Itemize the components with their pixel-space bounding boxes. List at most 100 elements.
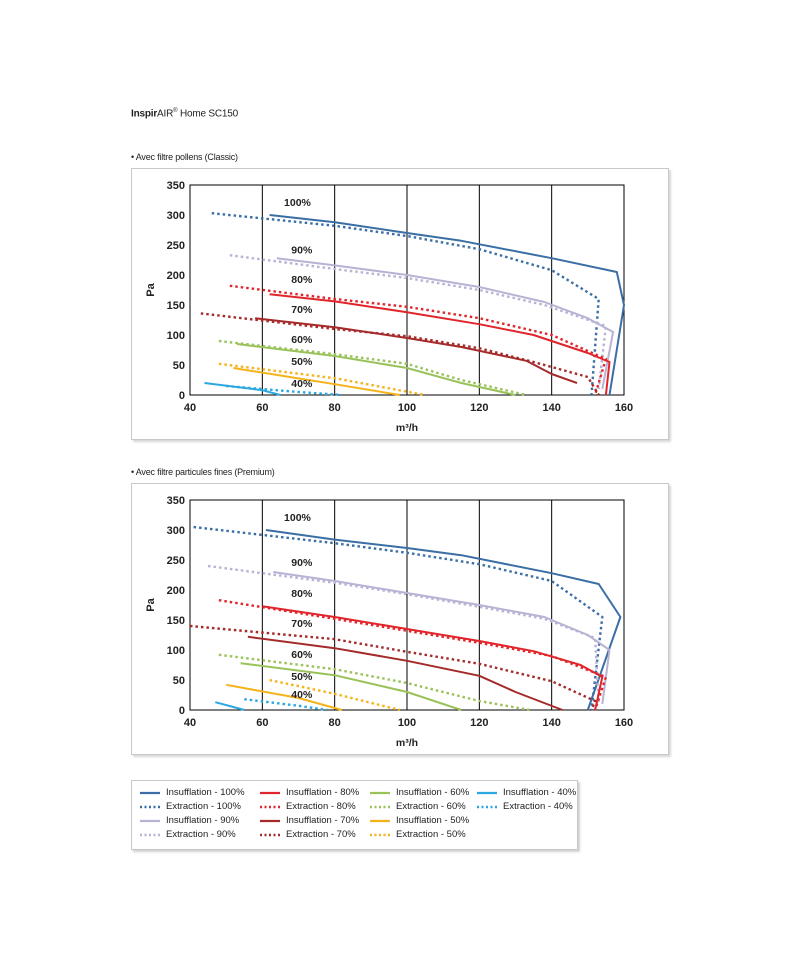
series-line bbox=[226, 683, 343, 711]
y-tick-label: 0 bbox=[179, 390, 185, 402]
chart-panel-premium: 40 60 80 100 120 140 160 0 50 100 150 200 250 300 350 m… bbox=[131, 483, 669, 755]
legend-swatch bbox=[140, 791, 160, 794]
chart-classic: 40 60 80 100 120 140 160 0 50 100 150 200 250 300 350 m… bbox=[145, 180, 633, 434]
curve-label: 60% bbox=[291, 334, 313, 346]
x-tick-label: 120 bbox=[470, 717, 488, 729]
curve-label: 100% bbox=[284, 197, 312, 209]
series-line bbox=[244, 698, 328, 712]
series-line bbox=[218, 653, 531, 712]
series-line bbox=[254, 317, 578, 384]
curve-label: 50% bbox=[291, 356, 313, 368]
y-tick-label: 100 bbox=[167, 645, 185, 657]
legend-swatch bbox=[140, 819, 160, 822]
legend-swatch bbox=[260, 819, 280, 822]
y-tick-label: 350 bbox=[167, 180, 185, 192]
series-line bbox=[276, 257, 615, 390]
legend-label: Extraction - 50% bbox=[396, 829, 466, 840]
legend-item: Extraction - 100% bbox=[140, 801, 241, 812]
series-line bbox=[269, 214, 625, 396]
y-tick-label: 150 bbox=[167, 300, 185, 312]
legend-item: Insufflation - 90% bbox=[140, 815, 239, 826]
y-tick-label: 50 bbox=[173, 675, 185, 687]
x-tick-label: 100 bbox=[398, 402, 416, 414]
series-line bbox=[262, 605, 604, 711]
legend-label: Insufflation - 90% bbox=[166, 815, 240, 826]
curve-label: 70% bbox=[291, 304, 313, 316]
series-line bbox=[193, 525, 604, 711]
x-tick-label: 120 bbox=[470, 402, 488, 414]
legend-item: Extraction - 70% bbox=[260, 829, 356, 840]
y-tick-label: 250 bbox=[167, 240, 185, 252]
legend-swatch bbox=[370, 791, 390, 794]
legend-label: Extraction - 70% bbox=[286, 829, 356, 840]
x-tick-label: 160 bbox=[615, 402, 633, 414]
curve-label: 70% bbox=[291, 618, 313, 630]
y-tick-label: 100 bbox=[167, 330, 185, 342]
legend-swatch bbox=[370, 833, 390, 836]
legend-item: Extraction - 60% bbox=[370, 801, 466, 812]
legend-swatch bbox=[370, 805, 390, 808]
legend-item: Insufflation - 60% bbox=[370, 787, 469, 798]
legend-label: Insufflation - 40% bbox=[503, 787, 577, 798]
x-tick-label: 140 bbox=[542, 402, 560, 414]
curve-label: 80% bbox=[291, 274, 313, 286]
y-axis-label: Pa bbox=[145, 597, 157, 611]
x-tick-label: 80 bbox=[329, 402, 341, 414]
model-name: Home SC150 bbox=[179, 108, 238, 120]
legend-item: Insufflation - 40% bbox=[477, 787, 576, 798]
legend-item: Insufflation - 70% bbox=[260, 815, 359, 826]
chart-panel-classic: 40 60 80 100 120 140 160 0 50 100 150 200 250 300 350 m… bbox=[131, 168, 669, 440]
legend-label: Extraction - 40% bbox=[503, 801, 573, 812]
legend-item: Insufflation - 80% bbox=[260, 787, 359, 798]
series-line bbox=[240, 662, 462, 711]
x-tick-label: 40 bbox=[184, 402, 196, 414]
legend-item: Insufflation - 50% bbox=[370, 815, 469, 826]
series-line bbox=[233, 367, 400, 396]
legend-label: Insufflation - 50% bbox=[396, 815, 470, 826]
y-tick-label: 300 bbox=[167, 210, 185, 222]
brand-bold: Inspir bbox=[131, 108, 158, 120]
chart-premium: 40 60 80 100 120 140 160 0 50 100 150 200 250 300 350 m… bbox=[145, 495, 633, 749]
y-tick-label: 250 bbox=[167, 555, 185, 567]
series-line bbox=[200, 312, 600, 396]
x-axis-label: m³/h bbox=[396, 422, 418, 434]
x-tick-label: 80 bbox=[329, 717, 341, 729]
curve-label: 90% bbox=[291, 557, 313, 569]
section-label-classic: • Avec filtre pollens (Classic) bbox=[131, 152, 238, 162]
x-axis-label: m³/h bbox=[396, 737, 418, 749]
series-line bbox=[236, 343, 516, 396]
series-line bbox=[229, 284, 608, 396]
legend-swatch bbox=[260, 833, 280, 836]
y-tick-label: 300 bbox=[167, 525, 185, 537]
curve-label: 40% bbox=[291, 689, 313, 701]
curve-label: 40% bbox=[291, 378, 313, 390]
x-tick-label: 60 bbox=[256, 717, 268, 729]
series-line bbox=[218, 599, 608, 711]
curve-label: 100% bbox=[284, 512, 312, 524]
series-line bbox=[207, 564, 600, 705]
series-line bbox=[269, 678, 401, 712]
legend-item: Extraction - 80% bbox=[260, 801, 356, 812]
legend-swatch bbox=[477, 805, 497, 808]
series-line bbox=[189, 624, 597, 711]
legend-swatch bbox=[140, 833, 160, 836]
legend-label: Extraction - 100% bbox=[166, 801, 241, 812]
y-tick-label: 350 bbox=[167, 495, 185, 507]
legend-swatch bbox=[477, 791, 497, 794]
y-tick-label: 0 bbox=[179, 705, 185, 717]
x-tick-label: 140 bbox=[542, 717, 560, 729]
legend-label: Insufflation - 70% bbox=[286, 815, 360, 826]
legend-label: Insufflation - 60% bbox=[396, 787, 470, 798]
y-tick-label: 200 bbox=[167, 585, 185, 597]
curve-label: 90% bbox=[291, 244, 313, 256]
x-tick-label: 100 bbox=[398, 717, 416, 729]
series-line bbox=[211, 212, 600, 396]
legend-swatch bbox=[260, 805, 280, 808]
legend-item: Extraction - 50% bbox=[370, 829, 466, 840]
series-line bbox=[265, 529, 622, 711]
series-line bbox=[218, 362, 426, 397]
legend-swatch bbox=[260, 791, 280, 794]
y-tick-label: 200 bbox=[167, 270, 185, 282]
legend-label: Extraction - 60% bbox=[396, 801, 466, 812]
legend-label: Extraction - 90% bbox=[166, 829, 236, 840]
